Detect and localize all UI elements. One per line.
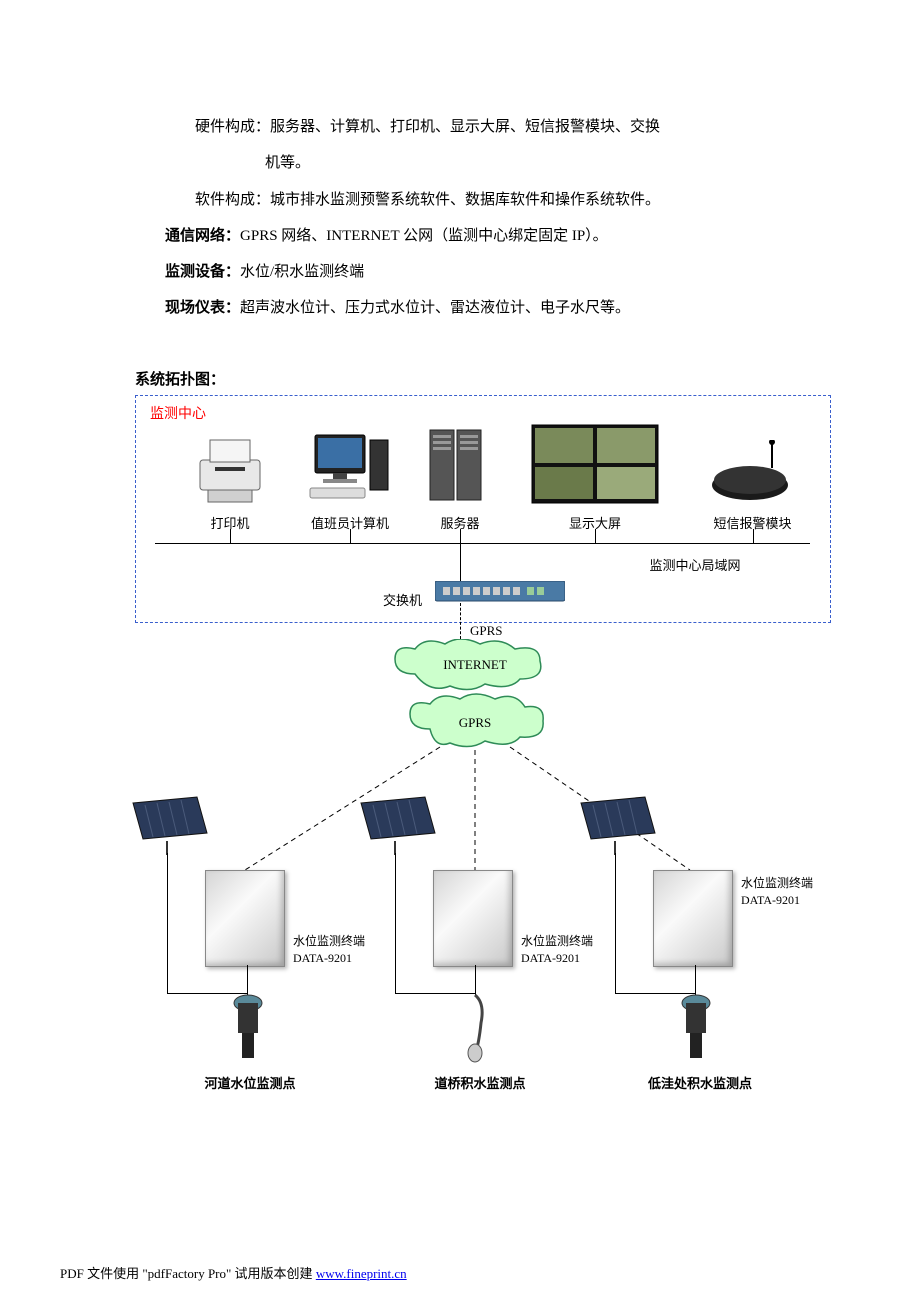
gprs-label-1: GPRS bbox=[470, 623, 503, 639]
terminal-box-2 bbox=[433, 870, 513, 967]
solar-icon-1 bbox=[125, 795, 215, 855]
switch-label: 交换机 bbox=[375, 590, 430, 609]
terminal-label-3: 水位监测终端DATA-9201 bbox=[741, 875, 813, 909]
center-label: 监测中心 bbox=[150, 403, 206, 423]
terminal-label-2: 水位监测终端DATA-9201 bbox=[521, 933, 593, 967]
switch-icon bbox=[435, 581, 565, 603]
sensor-icon-3 bbox=[678, 993, 714, 1063]
instrument-line: 现场仪表：超声波水位计、压力式水位计、雷达液位计、电子水尺等。 bbox=[165, 291, 630, 326]
monitor-line: 监测设备：水位/积水监测终端 bbox=[165, 255, 364, 290]
lan-line bbox=[155, 543, 810, 544]
network-line: 通信网络：GPRS 网络、INTERNET 公网（监测中心绑定固定 IP）。 bbox=[165, 219, 608, 254]
sensor-icon-2 bbox=[455, 993, 495, 1063]
terminal-label-1: 水位监测终端DATA-9201 bbox=[293, 933, 365, 967]
sms-icon bbox=[710, 440, 795, 505]
hardware-line2: 机等。 bbox=[265, 146, 310, 181]
pc-icon bbox=[305, 430, 395, 505]
footer-link[interactable]: www.fineprint.cn bbox=[316, 1266, 407, 1281]
printer-icon bbox=[190, 435, 270, 505]
point-label-2: 道桥积水监测点 bbox=[415, 1073, 545, 1092]
solar-icon-2 bbox=[353, 795, 443, 855]
screen-icon bbox=[530, 423, 660, 508]
solar-icon-3 bbox=[573, 795, 663, 855]
point-label-3: 低洼处积水监测点 bbox=[625, 1073, 775, 1092]
gprs-label-2: GPRS bbox=[445, 715, 505, 731]
terminal-box-3 bbox=[653, 870, 733, 967]
internet-label: INTERNET bbox=[435, 657, 515, 673]
terminal-box-1 bbox=[205, 870, 285, 967]
software-line: 软件构成：城市排水监测预警系统软件、数据库软件和操作系统软件。 bbox=[195, 183, 835, 218]
hardware-line: 硬件构成：服务器、计算机、打印机、显示大屏、短信报警模块、交换 bbox=[195, 110, 795, 145]
topology-diagram: 监测中心 打印机 值班员计算机 服务器 显示大屏 bbox=[135, 395, 835, 1115]
pdf-footer: PDF 文件使用 "pdfFactory Pro" 试用版本创建 www.fin… bbox=[60, 1263, 407, 1282]
lan-label: 监测中心局域网 bbox=[635, 555, 755, 574]
topology-title: 系统拓扑图： bbox=[135, 368, 225, 389]
server-icon bbox=[425, 425, 495, 505]
sensor-icon-1 bbox=[230, 993, 266, 1063]
point-label-1: 河道水位监测点 bbox=[185, 1073, 315, 1092]
